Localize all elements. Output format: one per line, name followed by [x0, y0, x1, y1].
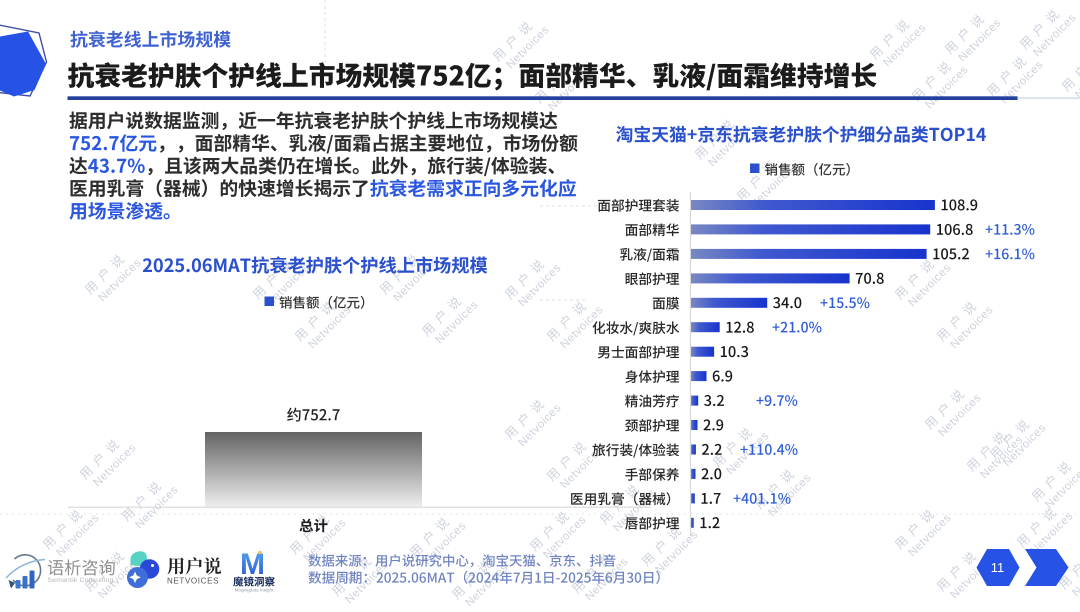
svg-text:11: 11	[991, 560, 1005, 575]
svg-text:Semantik Consulting: Semantik Consulting	[48, 577, 114, 584]
svg-text:Mogingdata Insight: Mogingdata Insight	[235, 588, 275, 593]
svg-text:NETVOICES: NETVOICES	[167, 577, 219, 586]
